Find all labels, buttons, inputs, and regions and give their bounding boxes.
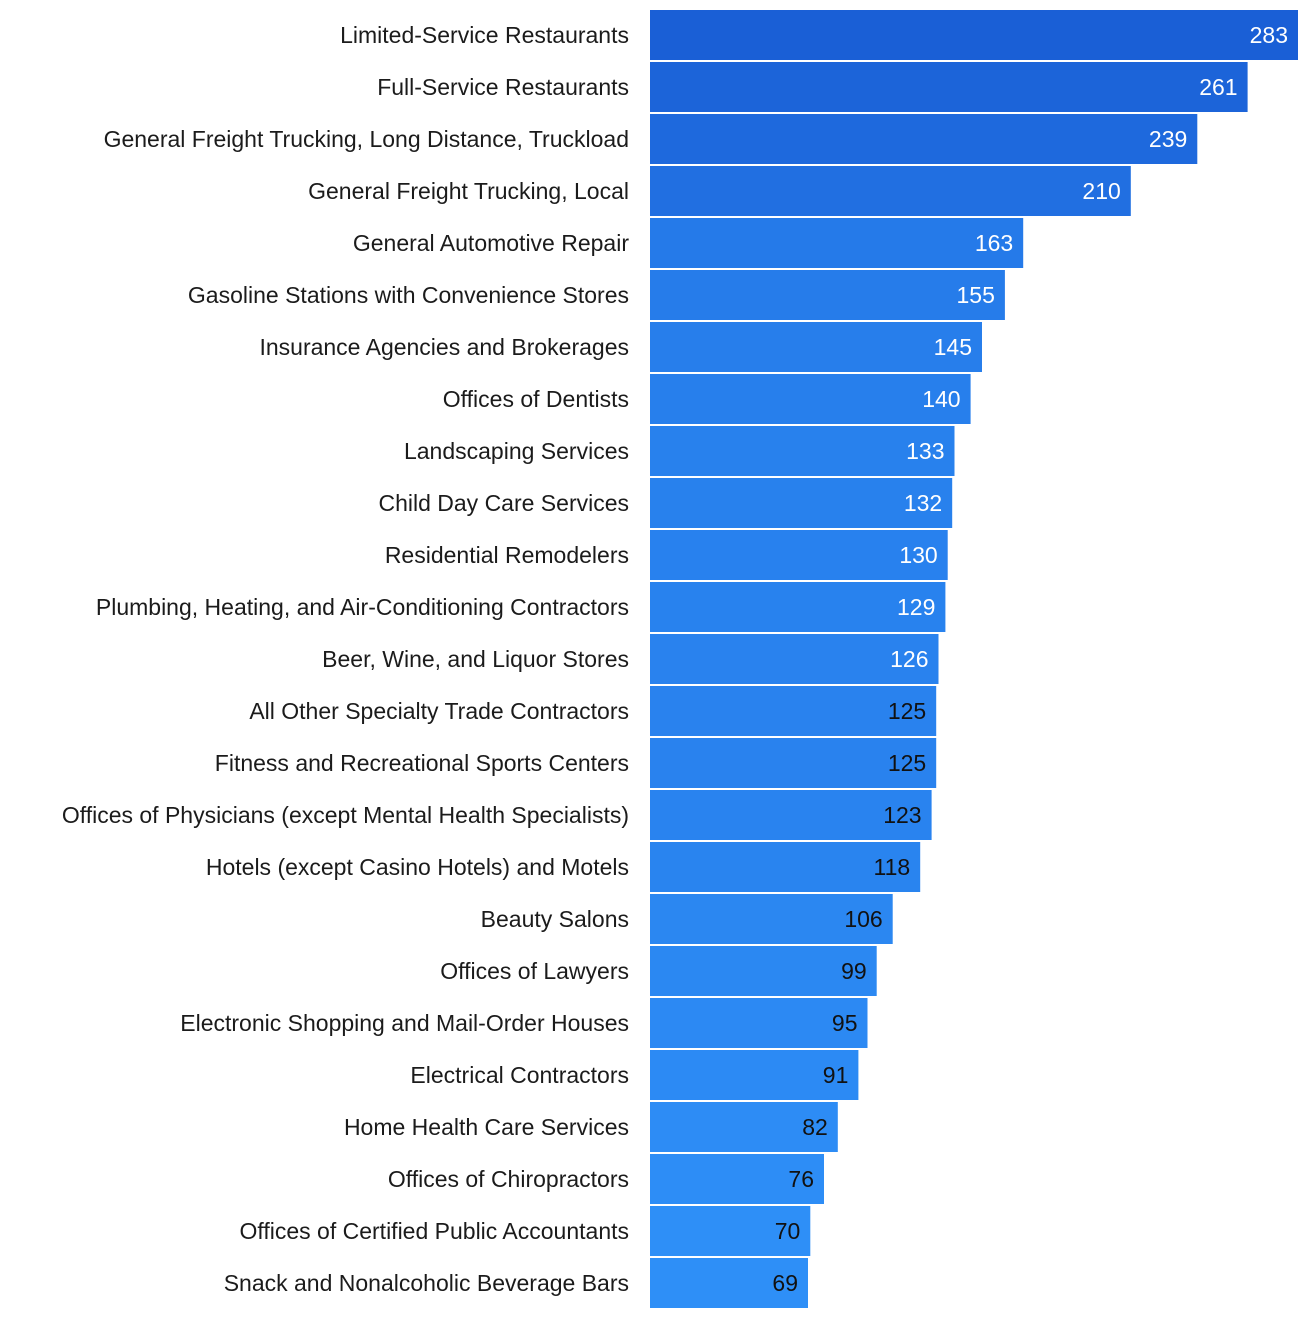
- category-label: Home Health Care Services: [344, 1114, 629, 1140]
- bar: [650, 10, 1298, 60]
- bar: [650, 894, 893, 944]
- bar: [650, 790, 932, 840]
- value-label: 155: [957, 282, 995, 308]
- value-label: 129: [897, 594, 935, 620]
- bar: [650, 62, 1248, 112]
- value-labels: 283 261 239 210 163 155 145 140 133 132 130 129 126 1…: [772, 22, 1288, 1296]
- bar: [650, 166, 1131, 216]
- value-label: 76: [788, 1166, 814, 1192]
- bar: [650, 426, 955, 476]
- category-label: All Other Specialty Trade Contractors: [249, 698, 629, 724]
- value-label: 91: [823, 1062, 849, 1088]
- value-label: 95: [832, 1010, 858, 1036]
- category-label: Full-Service Restaurants: [377, 74, 629, 100]
- category-label: Insurance Agencies and Brokerages: [259, 334, 629, 360]
- category-label: General Automotive Repair: [353, 230, 629, 256]
- category-label: Residential Remodelers: [385, 542, 629, 568]
- category-label: Offices of Certified Public Accountants: [240, 1218, 630, 1244]
- value-label: 132: [904, 490, 942, 516]
- value-label: 82: [802, 1114, 828, 1140]
- bar: [650, 842, 921, 892]
- category-label: Offices of Chiropractors: [388, 1166, 629, 1192]
- category-label: General Freight Trucking, Long Distance,…: [104, 126, 629, 152]
- value-label: 70: [775, 1218, 801, 1244]
- value-label: 140: [922, 386, 960, 412]
- value-label: 99: [841, 958, 867, 984]
- category-label: Snack and Nonalcoholic Beverage Bars: [224, 1270, 629, 1296]
- value-label: 163: [975, 230, 1013, 256]
- bar: [650, 530, 948, 580]
- bar: [650, 218, 1024, 268]
- value-label: 125: [888, 698, 926, 724]
- bar: [650, 270, 1005, 320]
- category-label: Gasoline Stations with Convenience Store…: [188, 282, 629, 308]
- category-label: Offices of Lawyers: [440, 958, 629, 984]
- value-label: 283: [1250, 22, 1288, 48]
- category-label: Limited-Service Restaurants: [340, 22, 629, 48]
- bar: [650, 478, 953, 528]
- bar: [650, 322, 982, 372]
- bar: [650, 634, 939, 684]
- bar: [650, 1206, 811, 1256]
- value-label: 69: [772, 1270, 798, 1296]
- category-labels: Limited-Service Restaurants Full-Service …: [62, 22, 629, 1296]
- bar: [650, 1154, 824, 1204]
- value-label: 239: [1149, 126, 1187, 152]
- value-label: 210: [1082, 178, 1120, 204]
- bar: [650, 946, 877, 996]
- value-label: 126: [890, 646, 928, 672]
- category-label: Hotels (except Casino Hotels) and Motels: [206, 854, 629, 880]
- category-label: Electrical Contractors: [410, 1062, 629, 1088]
- bar: [650, 114, 1198, 164]
- value-label: 106: [844, 906, 882, 932]
- bars-layer: [650, 10, 1298, 1308]
- category-label: Offices of Dentists: [443, 386, 629, 412]
- category-label: Fitness and Recreational Sports Centers: [215, 750, 629, 776]
- bar: [650, 686, 937, 736]
- bar: [650, 738, 937, 788]
- category-label: Electronic Shopping and Mail-Order House…: [180, 1010, 629, 1036]
- category-label: Offices of Physicians (except Mental Hea…: [62, 802, 629, 828]
- category-label: General Freight Trucking, Local: [308, 178, 629, 204]
- bar: [650, 998, 868, 1048]
- value-label: 133: [906, 438, 944, 464]
- category-label: Plumbing, Heating, and Air-Conditioning …: [96, 594, 629, 620]
- category-label: Landscaping Services: [404, 438, 629, 464]
- value-label: 145: [934, 334, 972, 360]
- value-label: 261: [1199, 74, 1237, 100]
- bar: [650, 582, 946, 632]
- value-label: 118: [874, 854, 911, 880]
- value-label: 130: [899, 542, 937, 568]
- value-label: 125: [888, 750, 926, 776]
- category-label: Beauty Salons: [481, 906, 629, 932]
- bar: [650, 1258, 808, 1308]
- bar: [650, 1102, 838, 1152]
- bar: [650, 374, 971, 424]
- category-label: Beer, Wine, and Liquor Stores: [322, 646, 629, 672]
- category-label: Child Day Care Services: [378, 490, 629, 516]
- value-label: 123: [883, 802, 921, 828]
- bar: [650, 1050, 859, 1100]
